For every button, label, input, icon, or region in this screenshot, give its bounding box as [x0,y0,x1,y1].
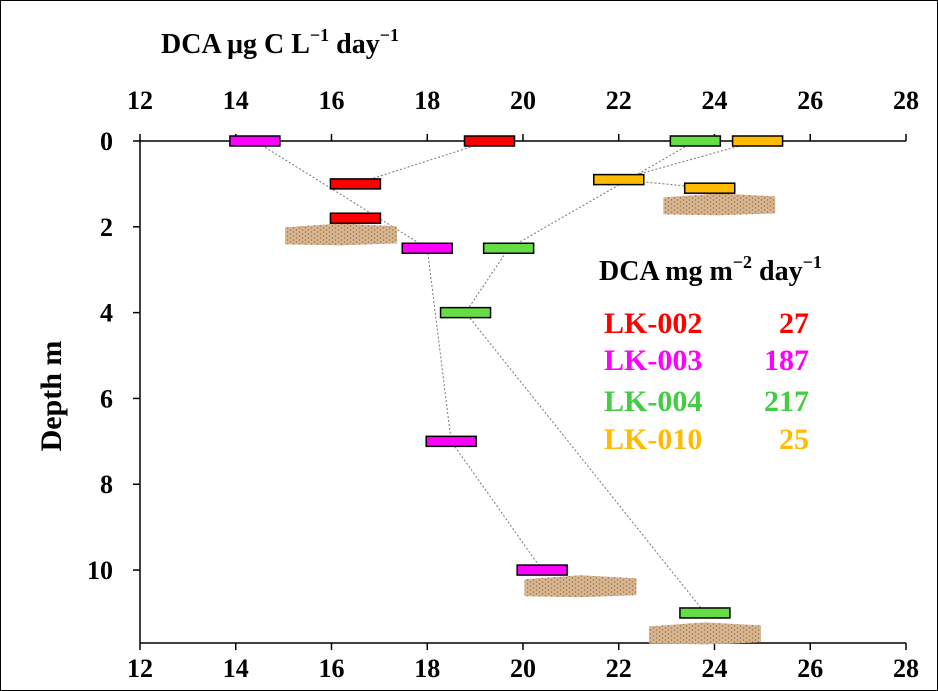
x-tick-label-top: 16 [319,86,345,115]
legend-name-lk010: LK-010 [604,423,702,456]
legend-name-lk003: LK-003 [604,344,702,377]
data-point [229,135,281,147]
x-tick-label-top: 28 [893,86,919,115]
data-point [329,212,382,224]
legend-value-lk002: 27 [779,307,809,340]
tick-layer: 1212141416161818202022222424262628280246… [87,86,919,683]
legend-title-mid: day [752,256,803,287]
data-point [679,607,731,619]
x-tick-label-top: 14 [223,86,249,115]
x-axis-title-mid: day [329,29,380,60]
x-axis-title-exp1: −1 [310,25,329,45]
series-connector [355,140,490,185]
y-tick-label: 8 [100,470,113,499]
y-tick-label: 4 [100,299,113,328]
legend-title: DCA mg m−2 day−1 [599,252,822,287]
x-tick-label-bottom: 26 [797,654,823,683]
x-tick-label-bottom: 20 [510,654,536,683]
x-tick-label-bottom: 12 [127,654,153,683]
sediment-marker [524,575,637,598]
x-tick-label-top: 18 [414,86,440,115]
x-axis-title-exp2: −1 [380,25,399,45]
sediment-marker [648,622,761,645]
x-tick-label-bottom: 18 [414,654,440,683]
legend: DCA mg m−2 day−1 LK-002 27 LK-003 187 LK… [599,252,822,456]
data-point [731,135,784,147]
legend-title-exp2: −1 [803,252,822,272]
data-point [482,242,535,255]
series-connector [254,140,543,571]
x-tick-label-bottom: 22 [606,654,632,683]
y-tick-label: 10 [87,556,113,585]
x-axis-title-prefix: DCA μg C L [161,29,310,60]
legend-value-lk010: 25 [779,423,809,456]
x-tick-label-top: 22 [606,86,632,115]
legend-title-exp1: −2 [733,252,752,272]
data-point [683,182,736,194]
legend-value-lk004: 217 [764,385,809,418]
data-point [463,135,516,147]
x-tick-label-bottom: 24 [702,654,728,683]
sediment-marker [663,193,776,216]
y-tick-label: 0 [100,127,113,156]
y-axis-title: Depth m [35,341,68,452]
data-point [593,173,645,186]
x-tick-label-bottom: 28 [893,654,919,683]
data-point [516,564,568,576]
marker-layer [229,135,784,619]
x-tick-label-bottom: 16 [319,654,345,683]
x-axis-title: DCA μg C L−1 day−1 [161,25,399,60]
x-tick-label-top: 26 [797,86,823,115]
legend-name-lk002: LK-002 [604,307,702,340]
series-connector [464,140,706,614]
legend-title-prefix: DCA mg m [599,256,733,287]
sediment-layer [285,193,776,645]
legend-name-lk004: LK-004 [604,385,702,418]
data-point [401,242,453,255]
y-tick-label: 6 [100,384,113,413]
y-tick-label: 2 [100,213,113,242]
x-tick-label-top: 24 [702,86,728,115]
x-tick-label-top: 12 [127,86,153,115]
sediment-marker [285,223,398,246]
data-point [439,306,492,319]
x-tick-label-top: 20 [510,86,536,115]
legend-value-lk003: 187 [764,344,809,377]
x-tick-label-bottom: 14 [223,654,249,683]
data-point [669,135,722,147]
data-point [425,435,477,448]
data-point [329,178,382,190]
